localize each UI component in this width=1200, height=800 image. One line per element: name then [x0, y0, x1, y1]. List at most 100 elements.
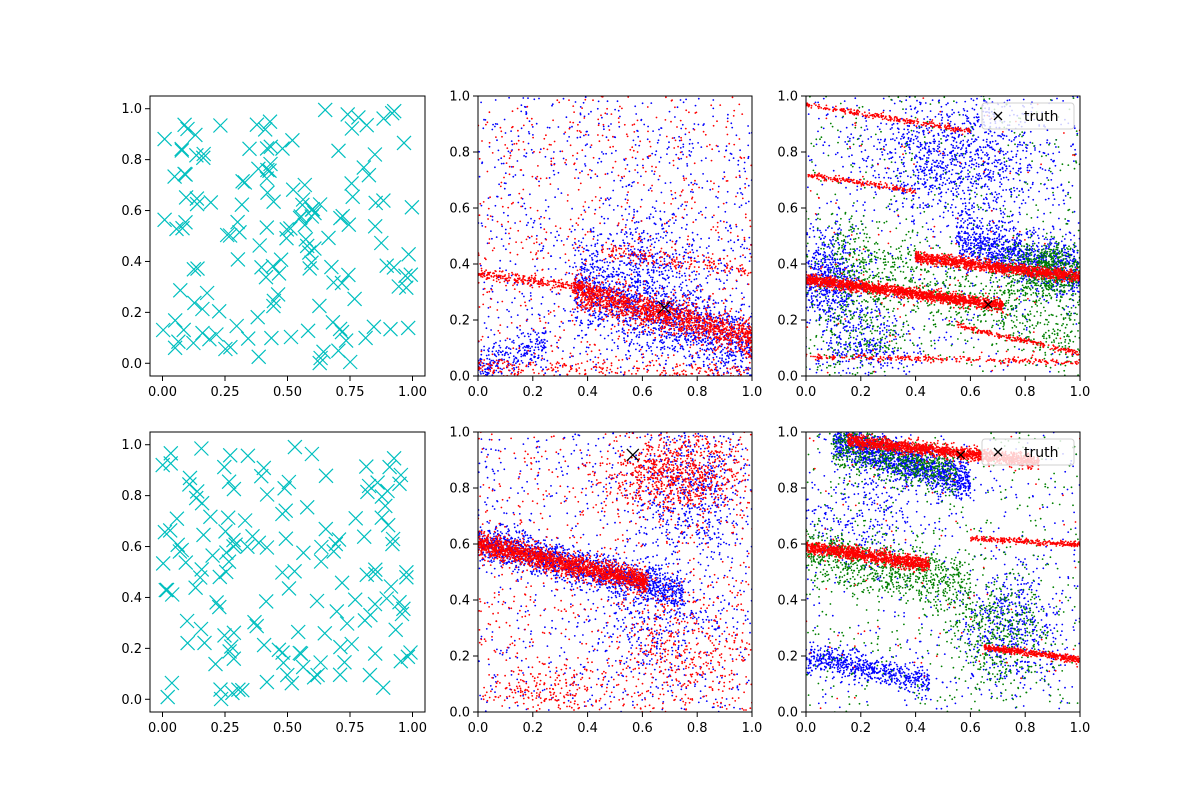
data-point — [586, 341, 589, 343]
data-point — [587, 319, 590, 322]
data-point — [733, 109, 736, 112]
data-point — [675, 332, 678, 335]
data-point — [229, 318, 245, 334]
data-point — [711, 148, 714, 151]
data-point — [727, 329, 730, 332]
data-point — [731, 359, 734, 362]
data-point — [671, 367, 674, 369]
data-point — [662, 369, 665, 372]
data-point — [486, 242, 489, 245]
data-point — [616, 281, 618, 283]
data-point — [671, 323, 673, 326]
y-tick-label: 1.0 — [121, 102, 142, 117]
data-point — [649, 154, 652, 157]
data-point — [640, 305, 643, 308]
data-point — [589, 176, 592, 179]
data-point — [513, 368, 516, 371]
data-point — [571, 273, 574, 275]
data-point — [579, 182, 582, 185]
data-point — [737, 159, 740, 162]
data-point — [685, 177, 688, 180]
data-point — [542, 257, 545, 259]
data-point — [685, 228, 687, 231]
data-point — [574, 101, 577, 103]
data-point — [731, 328, 734, 330]
data-point — [624, 276, 626, 279]
data-point — [491, 219, 494, 221]
data-point — [734, 257, 736, 260]
data-point — [543, 346, 546, 348]
data-point — [678, 304, 681, 307]
data-point — [693, 128, 696, 131]
data-point — [553, 310, 555, 312]
data-point — [710, 324, 713, 327]
data-point — [527, 332, 529, 335]
data-point — [603, 291, 606, 294]
data-point — [708, 321, 711, 324]
data-point — [587, 173, 590, 176]
data-point — [682, 146, 685, 148]
data-point — [646, 341, 649, 344]
data-point — [715, 278, 718, 281]
data-point — [723, 282, 725, 285]
data-point — [597, 118, 600, 121]
data-point — [649, 311, 652, 314]
data-point — [631, 219, 633, 222]
data-point — [634, 322, 637, 324]
data-point — [522, 188, 525, 191]
data-point — [632, 216, 635, 219]
data-point — [550, 345, 553, 347]
data-point — [677, 266, 680, 269]
data-point — [711, 188, 714, 190]
data-point — [630, 299, 633, 302]
data-point — [625, 340, 628, 343]
data-point — [722, 202, 725, 205]
data-point — [616, 232, 618, 235]
data-point — [603, 222, 606, 225]
data-point — [729, 348, 732, 351]
data-point — [600, 274, 603, 277]
data-point — [610, 332, 613, 335]
data-point — [675, 326, 677, 329]
data-point — [723, 175, 726, 178]
data-point — [663, 222, 666, 225]
data-point — [527, 131, 530, 133]
data-point — [271, 265, 287, 281]
data-point — [313, 350, 329, 366]
data-point — [586, 270, 588, 272]
data-point — [685, 320, 688, 322]
data-point — [694, 326, 697, 329]
data-point — [675, 252, 678, 255]
data-point — [647, 189, 650, 192]
data-point — [599, 233, 602, 236]
data-point — [702, 365, 705, 368]
data-point — [617, 347, 619, 350]
data-point — [579, 303, 582, 306]
data-point — [697, 354, 700, 356]
data-point — [484, 119, 487, 121]
data-point — [576, 301, 579, 304]
data-point — [400, 320, 416, 336]
data-point — [637, 303, 639, 305]
data-point — [495, 369, 498, 372]
data-point — [598, 269, 601, 271]
data-point — [480, 264, 482, 267]
data-point — [690, 316, 693, 319]
data-point — [627, 300, 630, 302]
data-point — [311, 298, 327, 314]
data-point — [661, 224, 663, 227]
data-point — [584, 334, 587, 336]
data-point — [726, 372, 728, 374]
data-point — [586, 291, 589, 294]
data-point — [596, 304, 598, 307]
data-point — [610, 113, 613, 115]
data-point — [651, 280, 653, 283]
data-point — [592, 268, 595, 270]
data-point — [702, 315, 704, 318]
data-point — [631, 250, 634, 253]
data-point — [564, 261, 567, 264]
data-point — [544, 351, 547, 354]
data-point — [510, 130, 512, 133]
data-point — [656, 252, 659, 255]
data-point — [645, 280, 648, 283]
